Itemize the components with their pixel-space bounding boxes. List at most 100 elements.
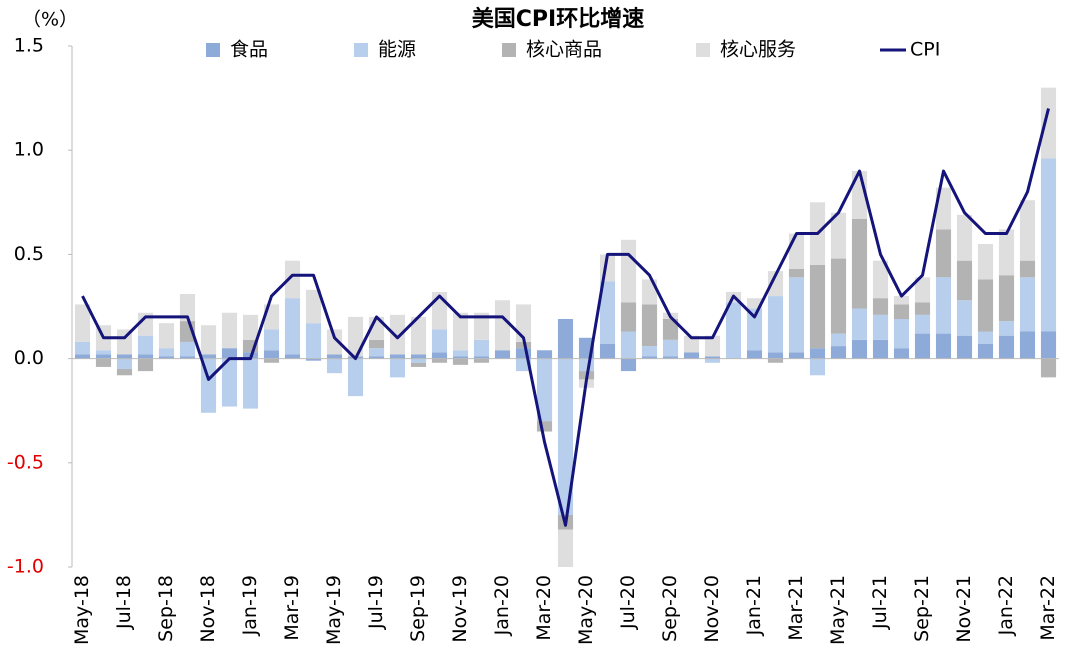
- bar: [809, 264, 826, 349]
- bar: [452, 350, 469, 357]
- bar: [137, 354, 154, 359]
- bar: [830, 333, 847, 347]
- bar: [977, 331, 994, 345]
- x-tick-label: Jul-19: [365, 575, 387, 630]
- bar: [872, 339, 889, 359]
- bar: [179, 341, 196, 357]
- bar: [1040, 358, 1057, 378]
- bar: [473, 312, 490, 340]
- bar: [977, 243, 994, 280]
- x-tick-label: Jul-21: [869, 575, 891, 630]
- bar: [515, 348, 532, 359]
- bar: [704, 335, 721, 357]
- bar: [389, 354, 406, 359]
- bar: [494, 300, 511, 351]
- bar: [221, 312, 238, 349]
- bar: [116, 369, 133, 376]
- bar: [746, 308, 763, 351]
- bar: [872, 314, 889, 340]
- x-tick-label: Jul-18: [113, 575, 135, 630]
- x-tick-label: Sep-21: [911, 575, 933, 642]
- bar: [137, 335, 154, 355]
- legend-label: 核心服务: [720, 39, 796, 61]
- x-tick-label: Sep-20: [659, 575, 681, 642]
- bar: [305, 289, 322, 324]
- legend-label: 食品: [230, 39, 268, 61]
- bar: [935, 333, 952, 359]
- bar: [473, 339, 490, 357]
- bar: [452, 356, 469, 359]
- x-tick-label: Jan-19: [239, 575, 261, 636]
- x-tick-label: Nov-20: [701, 575, 723, 643]
- y-tick-label: 0.0: [14, 347, 44, 369]
- y-tick-label: -1.0: [7, 556, 44, 578]
- bar: [326, 358, 343, 374]
- bar: [1019, 260, 1036, 278]
- legend-label: 能源: [378, 39, 416, 61]
- bar: [767, 358, 784, 363]
- bar: [284, 354, 301, 359]
- bar: [326, 354, 343, 359]
- bar: [242, 358, 259, 409]
- bar: [662, 356, 679, 359]
- bar: [284, 260, 301, 299]
- y-tick-label: 0.5: [14, 243, 44, 265]
- bar: [935, 187, 952, 230]
- bar: [158, 348, 175, 357]
- x-tick-label: Mar-21: [785, 575, 807, 641]
- bar: [767, 352, 784, 359]
- bar: [326, 329, 343, 355]
- bar: [74, 354, 91, 359]
- bar: [347, 358, 364, 397]
- bar: [956, 214, 973, 261]
- bar: [305, 358, 322, 361]
- x-tick-label: Mar-22: [1037, 575, 1059, 641]
- bar: [788, 352, 805, 359]
- bar: [872, 260, 889, 299]
- bar: [74, 341, 91, 355]
- bar: [263, 350, 280, 359]
- bar: [473, 358, 490, 363]
- legend-swatch: [696, 43, 710, 57]
- x-tick-label: Nov-18: [197, 575, 219, 643]
- bar: [599, 281, 616, 345]
- bar: [368, 348, 385, 357]
- bar: [1019, 331, 1036, 359]
- bar: [914, 333, 931, 359]
- bar: [263, 329, 280, 351]
- bar: [998, 275, 1015, 322]
- bar: [158, 323, 175, 349]
- x-tick-label: Jan-20: [491, 575, 513, 636]
- x-tick-label: Sep-19: [407, 575, 429, 642]
- bar: [914, 277, 931, 303]
- bar: [914, 314, 931, 334]
- legend-label: CPI: [910, 39, 940, 61]
- bar: [431, 358, 448, 363]
- bar: [74, 304, 91, 342]
- bar: [557, 529, 574, 567]
- bar: [935, 229, 952, 278]
- bar: [662, 319, 679, 340]
- bar: [830, 212, 847, 259]
- bar: [137, 358, 154, 372]
- bar: [452, 358, 469, 365]
- bar: [410, 316, 427, 355]
- bar: [893, 319, 910, 349]
- bar: [956, 260, 973, 301]
- bar: [683, 335, 700, 353]
- x-tick-label: May-20: [575, 575, 597, 645]
- bar: [368, 339, 385, 349]
- bar: [998, 335, 1015, 359]
- bar: [263, 358, 280, 363]
- bar: [452, 312, 469, 351]
- x-tick-label: Mar-20: [533, 575, 555, 641]
- bar: [683, 352, 700, 359]
- bar: [557, 358, 574, 515]
- bar: [221, 348, 238, 359]
- bar: [578, 358, 595, 372]
- bar: [725, 302, 742, 359]
- bar: [956, 300, 973, 336]
- bar: [557, 319, 574, 359]
- x-tick-label: Jan-22: [995, 575, 1017, 636]
